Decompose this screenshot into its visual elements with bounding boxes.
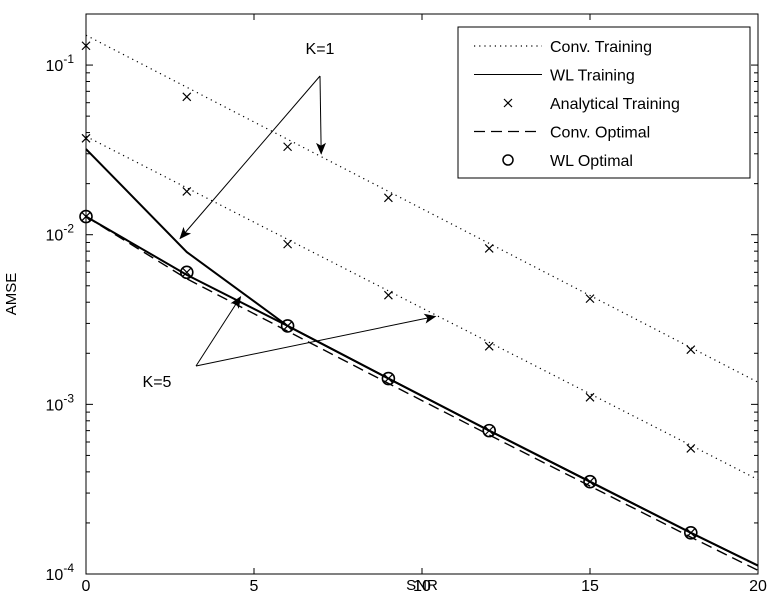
legend-item-wl-optimal: WL Optimal <box>502 153 633 170</box>
analytical-training-k-5-point <box>283 239 293 249</box>
y-axis-label: AMSE <box>3 273 20 316</box>
annotation-k-1: K=1 <box>179 41 335 240</box>
legend-label: Conv. Optimal <box>550 125 650 142</box>
conv-optimal-line <box>85 215 759 572</box>
x-tick-label: 0 <box>82 578 91 594</box>
wl-optimal-point <box>381 371 396 386</box>
annotation-arrow <box>316 75 327 155</box>
annotation-label: K=5 <box>143 374 172 391</box>
analytical-training-k-5-point <box>585 392 595 402</box>
analytical-training-low-k-point <box>585 477 595 487</box>
x-axis-label: SNR <box>406 577 438 594</box>
analytical-training-low-k-point <box>283 321 293 331</box>
legend-label: Analytical Training <box>550 96 680 113</box>
annotation-arrow <box>195 296 242 367</box>
legend: Conv. Training WL Training Analytical Trai… <box>457 26 751 179</box>
analytical-training-k-5-point <box>182 186 192 196</box>
wl-optimal-point <box>683 525 698 540</box>
conv-training-k-5-line <box>85 135 759 481</box>
analytical-training-k-1-point <box>283 142 293 152</box>
x-tick-label: 20 <box>749 578 767 594</box>
y-tick-label: 10-3 <box>46 391 75 414</box>
analytical-training-low-k-point <box>484 426 494 436</box>
legend-label: WL Training <box>550 68 635 85</box>
x-tick-label: 10 <box>413 578 431 594</box>
analytical-training-k-1-point <box>484 244 494 253</box>
wl-optimal-point <box>583 474 597 489</box>
analytical-training-k-5-point <box>686 443 696 453</box>
wl-optimal-point <box>280 319 295 333</box>
legend-item-analytical-training: Analytical Training <box>503 96 680 113</box>
analytical-training-low-k-point <box>182 267 192 277</box>
x-tick-label: 5 <box>250 578 259 594</box>
y-tick-label: 10-1 <box>46 52 75 75</box>
y-tick-label: 10-2 <box>46 222 75 245</box>
analytical-training-k-1-point <box>383 193 393 203</box>
legend-item-conv-training: Conv. Training <box>474 39 652 56</box>
analytical-training-low-k-point <box>383 374 393 383</box>
annotation-arrow <box>195 313 437 367</box>
analytical-training-k-5-point <box>383 290 393 300</box>
annotation-arrow <box>179 75 321 240</box>
legend-item-wl-training: WL Training <box>474 68 635 85</box>
analytical-training-k-1-point <box>585 294 595 304</box>
annotation-label: K=1 <box>306 41 335 58</box>
legend-item-conv-optimal: Conv. Optimal <box>474 125 650 142</box>
x-tick-label: 15 <box>581 578 599 594</box>
legend-label: Conv. Training <box>550 39 652 56</box>
legend-label: WL Optimal <box>550 153 633 170</box>
legend-swatch <box>503 98 513 108</box>
analytical-training-k-5-point <box>484 341 494 351</box>
legend-swatch <box>502 154 514 166</box>
wl-optimal-point <box>180 265 194 280</box>
conv-training-k-1-line <box>85 34 759 383</box>
analytical-training-k-1-point <box>182 92 192 102</box>
analytical-training-low-k-point <box>686 528 696 538</box>
y-tick-label: 10-4 <box>46 561 75 584</box>
wl-optimal-point <box>482 423 497 438</box>
annotation-k-5: K=5 <box>143 296 437 391</box>
analytical-training-k-1-point <box>686 345 696 355</box>
wl-training-k-5-line <box>85 215 759 567</box>
